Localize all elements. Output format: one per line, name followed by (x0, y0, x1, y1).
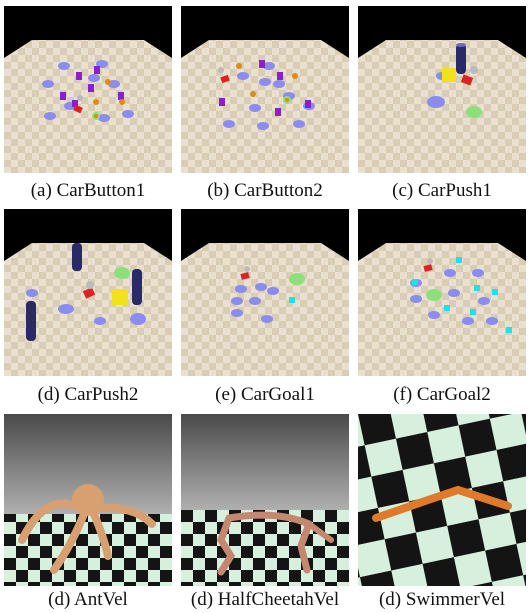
panel-caption: (d) HalfCheetahVel (190, 589, 340, 610)
scene-image (358, 6, 526, 173)
scene-image (4, 414, 172, 586)
mujoco-scene (181, 414, 349, 586)
scene-image (181, 6, 349, 173)
panel-caption: (a) CarButton1 (30, 180, 146, 201)
scene-image (358, 209, 526, 376)
safety-gym-scene (358, 6, 526, 173)
safety-gym-scene (4, 209, 172, 376)
mujoco-scene (358, 414, 526, 586)
scene-image (358, 414, 526, 586)
panel-caption: (d) CarPush2 (37, 384, 139, 405)
panel-caption: (e) CarGoal1 (215, 384, 315, 405)
panel-caption: (d) AntVel (48, 589, 128, 610)
panel-caption: (f) CarGoal2 (393, 384, 491, 405)
mujoco-scene (4, 414, 172, 586)
panel-caption: (b) CarButton2 (207, 180, 323, 201)
safety-gym-scene (358, 209, 526, 376)
safety-gym-scene (181, 6, 349, 173)
safety-gym-scene (4, 6, 172, 173)
scene-image (181, 209, 349, 376)
scene-image (4, 209, 172, 376)
scene-image (4, 6, 172, 173)
scene-image (181, 414, 349, 586)
panel-caption: (d) SwimmerVel (378, 589, 506, 610)
safety-gym-scene (181, 209, 349, 376)
panel-caption: (c) CarPush1 (392, 180, 492, 201)
